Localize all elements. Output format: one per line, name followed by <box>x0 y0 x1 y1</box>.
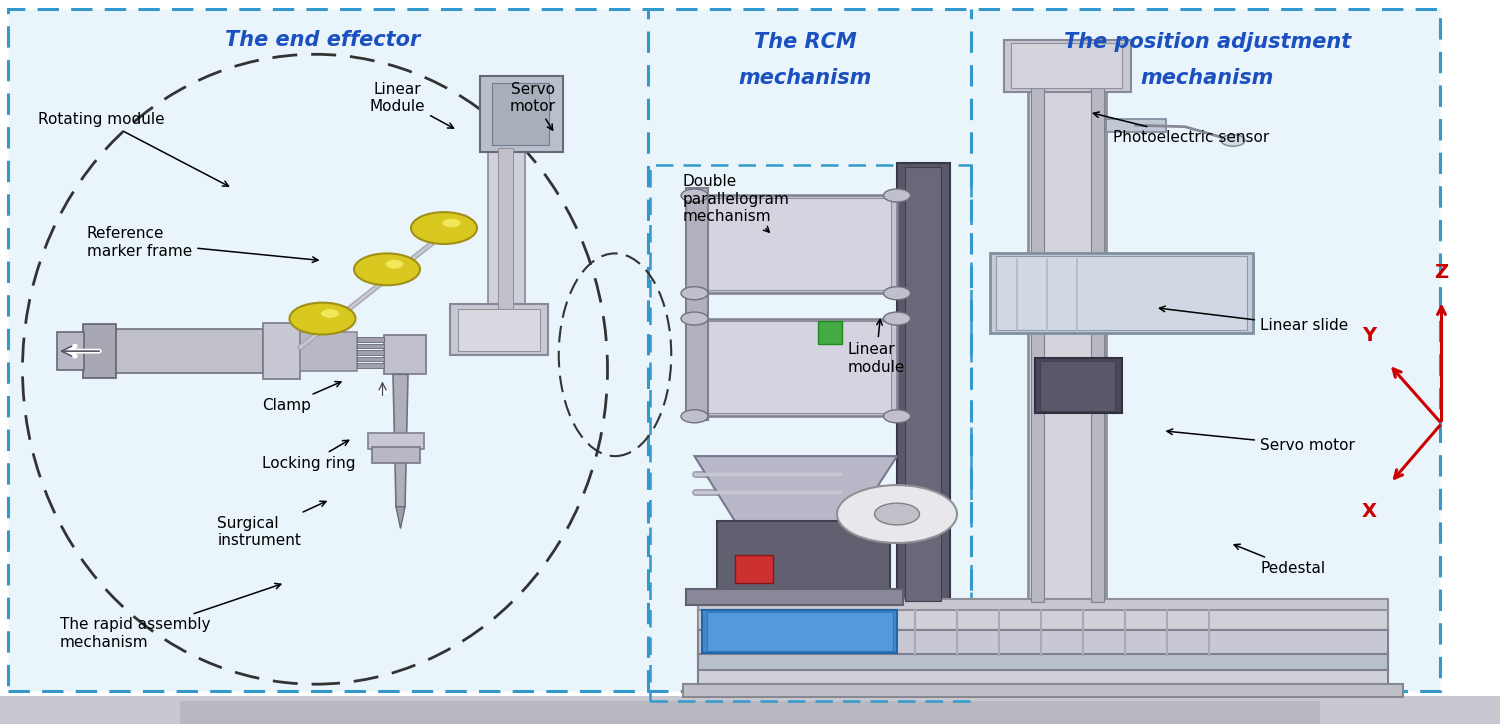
Bar <box>818 321 842 344</box>
Bar <box>57 332 84 370</box>
Text: mechanism: mechanism <box>1142 68 1274 88</box>
Bar <box>1106 119 1166 132</box>
Bar <box>368 433 424 449</box>
Text: The rapid assembly
mechanism: The rapid assembly mechanism <box>60 584 280 649</box>
Circle shape <box>884 312 910 325</box>
Bar <box>698 610 1388 630</box>
Text: Linear slide: Linear slide <box>1160 306 1348 333</box>
Bar <box>904 167 940 601</box>
Circle shape <box>681 410 708 423</box>
Bar <box>897 163 950 605</box>
Text: Clamp: Clamp <box>262 382 340 413</box>
Bar <box>702 610 897 653</box>
Bar <box>384 335 426 374</box>
Bar <box>357 357 384 361</box>
Bar <box>262 323 300 379</box>
Text: Locking ring: Locking ring <box>262 440 356 471</box>
Bar <box>357 337 384 342</box>
Bar <box>700 321 891 413</box>
Bar <box>450 304 548 355</box>
Bar <box>1011 43 1122 88</box>
Circle shape <box>681 189 708 202</box>
Circle shape <box>321 309 339 318</box>
Bar <box>694 195 897 293</box>
Bar <box>458 309 540 351</box>
Text: Rotating module: Rotating module <box>38 112 228 186</box>
Bar <box>180 701 1320 724</box>
Text: The position adjustment: The position adjustment <box>1064 32 1352 52</box>
Circle shape <box>290 303 356 334</box>
Circle shape <box>442 219 460 227</box>
Bar <box>700 198 891 290</box>
Bar <box>698 670 1388 686</box>
FancyBboxPatch shape <box>8 9 1440 691</box>
Bar <box>480 76 562 152</box>
Bar <box>698 654 1388 671</box>
Bar <box>488 145 525 322</box>
Bar <box>698 630 1388 655</box>
Bar <box>357 350 384 355</box>
Circle shape <box>681 287 708 300</box>
Bar <box>82 324 116 378</box>
Circle shape <box>411 212 477 244</box>
Text: Z: Z <box>1434 264 1449 282</box>
Bar <box>1090 88 1104 602</box>
Circle shape <box>884 410 910 423</box>
Circle shape <box>681 312 708 325</box>
Bar <box>498 148 513 320</box>
Text: Photoelectric sensor: Photoelectric sensor <box>1094 112 1269 145</box>
Bar <box>1040 361 1114 411</box>
Circle shape <box>884 189 910 202</box>
Bar <box>300 332 357 371</box>
Bar <box>686 188 708 420</box>
Text: X: X <box>1362 502 1377 521</box>
Bar <box>990 253 1252 333</box>
Bar <box>735 555 772 583</box>
Text: Reference
marker frame: Reference marker frame <box>87 227 318 262</box>
Circle shape <box>386 260 404 269</box>
Text: Double
parallelogram
mechanism: Double parallelogram mechanism <box>682 174 789 232</box>
Bar <box>694 319 897 416</box>
Text: mechanism: mechanism <box>740 68 872 88</box>
Bar <box>1028 83 1106 605</box>
Bar <box>682 684 1402 697</box>
Circle shape <box>837 485 957 543</box>
Circle shape <box>354 253 420 285</box>
Text: Servo
motor: Servo motor <box>510 82 555 130</box>
Bar <box>1035 358 1122 413</box>
Text: Y: Y <box>1362 327 1377 345</box>
Bar <box>0 696 1500 724</box>
Text: Linear
Module: Linear Module <box>369 82 453 128</box>
Bar <box>686 589 903 605</box>
Bar <box>1004 40 1131 92</box>
Bar <box>1030 88 1044 602</box>
Polygon shape <box>393 374 408 507</box>
Bar <box>996 256 1246 330</box>
Bar <box>717 521 890 590</box>
Bar <box>492 83 549 145</box>
Text: The end effector: The end effector <box>225 30 420 50</box>
Bar <box>357 344 384 348</box>
Circle shape <box>884 287 910 300</box>
Text: Pedestal: Pedestal <box>1234 544 1324 576</box>
Bar <box>372 447 420 463</box>
Bar <box>698 599 1388 612</box>
Circle shape <box>1221 135 1245 146</box>
Text: Surgical
instrument: Surgical instrument <box>217 501 326 548</box>
Polygon shape <box>396 507 405 529</box>
Circle shape <box>874 503 920 525</box>
Text: The RCM: The RCM <box>754 32 856 52</box>
Text: Servo motor: Servo motor <box>1167 429 1354 452</box>
Bar <box>706 612 892 651</box>
Text: Linear
module: Linear module <box>847 319 904 374</box>
Bar <box>357 363 384 368</box>
Bar <box>98 329 262 373</box>
Polygon shape <box>694 456 897 521</box>
